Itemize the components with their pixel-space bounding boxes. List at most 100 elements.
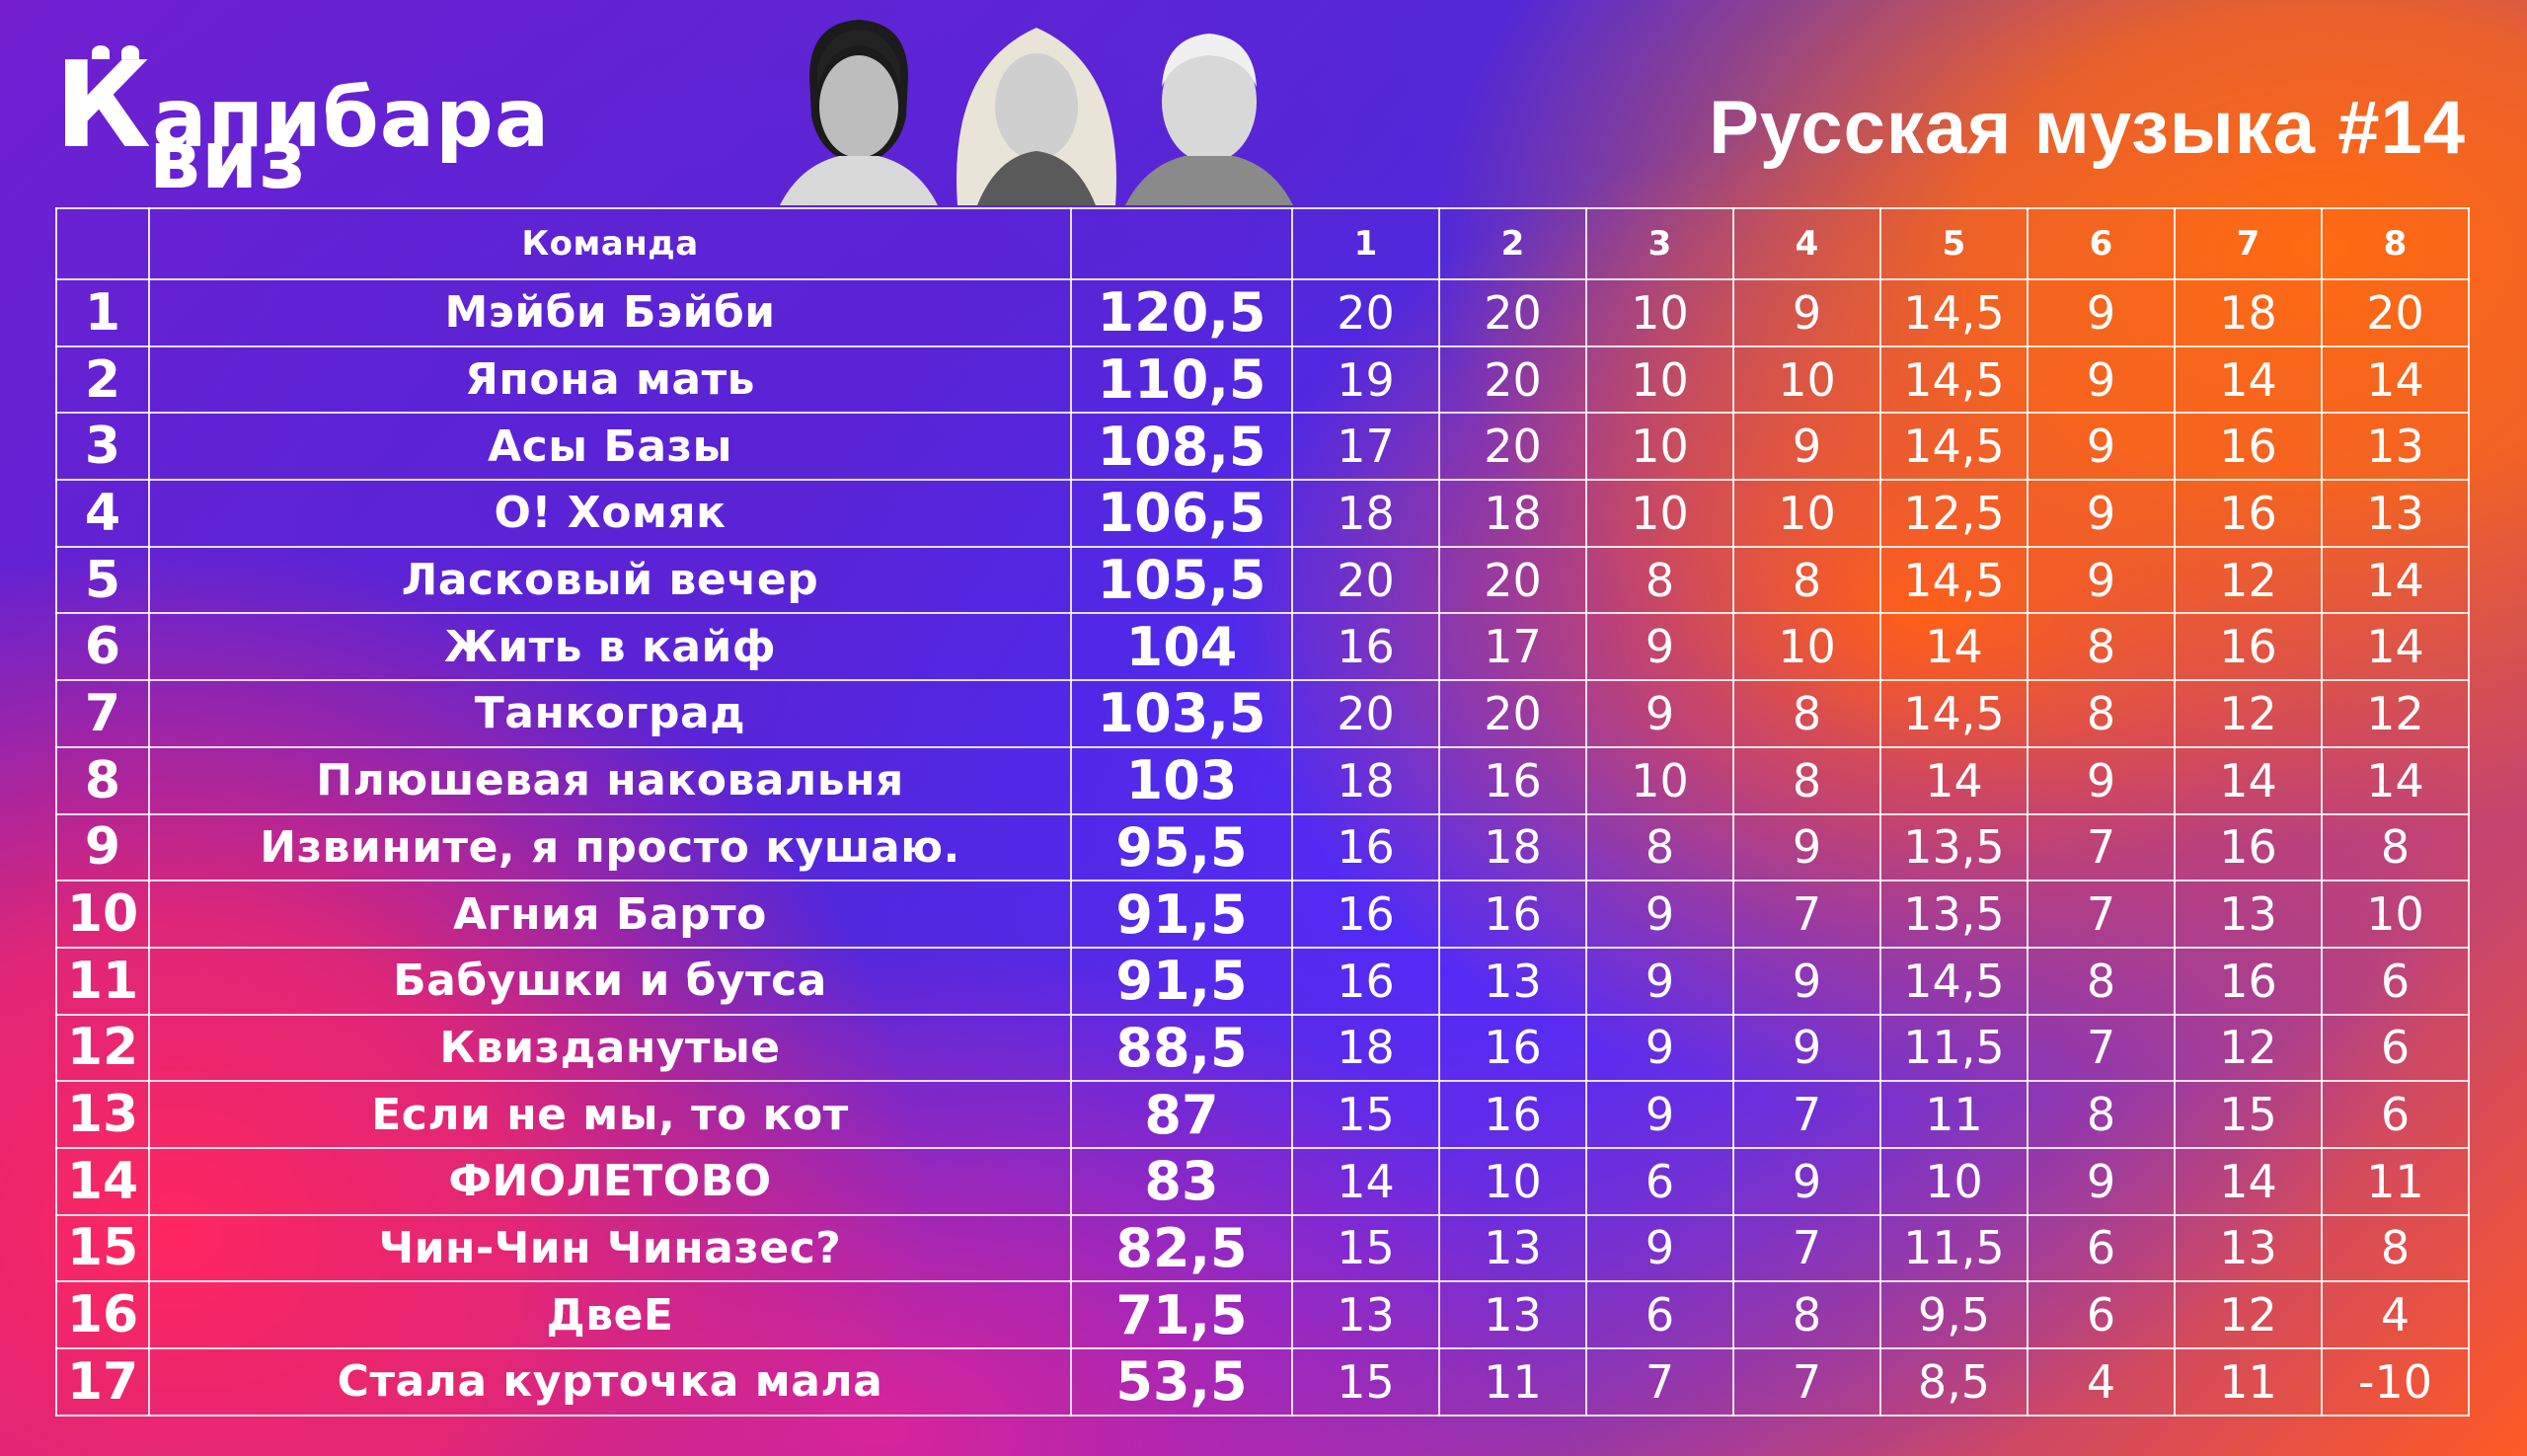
round-3-score-cell: 9 [1585,880,1734,949]
header-round-4: 4 [1732,207,1881,280]
artist-portrait-2 [938,8,1135,205]
round-3-score-cell: 8 [1585,545,1734,615]
round-4-score-cell: 9 [1732,1146,1881,1216]
place-cell: 9 [55,812,150,882]
header-round-7: 7 [2174,207,2323,280]
round-7-score-cell: 14 [2174,1146,2323,1216]
round-2-score-cell: 18 [1438,479,1587,548]
total-score-cell: 95,5 [1070,812,1293,882]
round-4-score-cell: 10 [1732,345,1881,415]
round-7-score-cell: 15 [2174,1080,2323,1149]
round-8-score-cell: 13 [2321,479,2470,548]
round-2-score-cell: 20 [1438,412,1587,482]
round-3-score-cell: 9 [1585,679,1734,748]
round-6-score-cell: 9 [2027,412,2176,482]
round-2-score-cell: 13 [1438,946,1587,1016]
round-3-score-cell: 9 [1585,1213,1734,1283]
round-1-score-cell: 20 [1291,278,1440,347]
table-row: 12 Квизданутые 88,5 18 16 9 9 11,5 7 12 6 [55,1013,2470,1083]
round-2-score-cell: 16 [1438,1080,1587,1149]
round-1-score-cell: 20 [1291,545,1440,615]
place-cell: 10 [55,880,150,949]
total-score-cell: 71,5 [1070,1280,1293,1349]
round-1-score-cell: 16 [1291,880,1440,949]
total-score-cell: 106,5 [1070,479,1293,548]
header-total [1070,207,1293,280]
round-1-score-cell: 16 [1291,812,1440,882]
team-name-cell: Квизданутые [148,1013,1072,1083]
round-1-score-cell: 13 [1291,1280,1440,1349]
team-name-cell: О! Хомяк [148,479,1072,548]
table-row: 16 ДвеЕ 71,5 13 13 6 8 9,5 6 12 4 [55,1280,2470,1349]
round-6-score-cell: 9 [2027,545,2176,615]
place-cell: 4 [55,479,150,548]
round-2-score-cell: 20 [1438,345,1587,415]
round-2-score-cell: 13 [1438,1213,1587,1283]
table-row: 15 Чин-Чин Чиназес? 82,5 15 13 9 7 11,5 6 13 8 [55,1213,2470,1283]
place-cell: 16 [55,1280,150,1349]
round-8-score-cell: 6 [2321,946,2470,1016]
header-place [55,207,150,280]
total-score-cell: 108,5 [1070,412,1293,482]
round-3-score-cell: 10 [1585,345,1734,415]
round-3-score-cell: 9 [1585,1080,1734,1149]
round-5-score-cell: 9,5 [1879,1280,2029,1349]
round-7-score-cell: 12 [2174,679,2323,748]
team-name-cell: Плюшевая наковальня [148,745,1072,815]
team-name-cell: Стала курточка мала [148,1347,1072,1417]
place-cell: 12 [55,1013,150,1083]
round-8-score-cell: 14 [2321,745,2470,815]
header-round-2: 2 [1438,207,1587,280]
round-4-score-cell: 7 [1732,880,1881,949]
round-4-score-cell: 8 [1732,745,1881,815]
total-score-cell: 82,5 [1070,1213,1293,1283]
round-4-score-cell: 10 [1732,612,1881,682]
place-cell: 3 [55,412,150,482]
round-1-score-cell: 16 [1291,612,1440,682]
round-8-score-cell: 14 [2321,612,2470,682]
round-7-score-cell: 16 [2174,479,2323,548]
table-row: 14 ФИОЛЕТОВО 83 14 10 6 9 10 9 14 11 [55,1146,2470,1216]
round-7-score-cell: 13 [2174,1213,2323,1283]
table-row: 17 Стала курточка мала 53,5 15 11 7 7 8,5 4 11 -10 [55,1347,2470,1417]
round-1-score-cell: 15 [1291,1213,1440,1283]
round-2-score-cell: 20 [1438,545,1587,615]
round-4-score-cell: 10 [1732,479,1881,548]
round-7-score-cell: 12 [2174,1013,2323,1083]
place-cell: 14 [55,1146,150,1216]
round-5-score-cell: 14,5 [1879,412,2029,482]
round-7-score-cell: 16 [2174,412,2323,482]
table-row: 3 Асы Базы 108,5 17 20 10 9 14,5 9 16 13 [55,412,2470,482]
header-round-1: 1 [1291,207,1440,280]
team-name-cell: Танкоград [148,679,1072,748]
round-3-score-cell: 10 [1585,745,1734,815]
results-body: 1 Мэйби Бэйби 120,5 20 20 10 9 14,5 9 18 20 2 Япона … [55,278,2470,1417]
round-8-score-cell: 12 [2321,679,2470,748]
total-score-cell: 87 [1070,1080,1293,1149]
round-3-score-cell: 9 [1585,1013,1734,1083]
round-4-score-cell: 7 [1732,1213,1881,1283]
round-7-score-cell: 18 [2174,278,2323,347]
place-cell: 15 [55,1213,150,1283]
team-name-cell: Ласковый вечер [148,545,1072,615]
header-round-8: 8 [2321,207,2470,280]
round-3-score-cell: 9 [1585,612,1734,682]
round-2-score-cell: 16 [1438,1013,1587,1083]
round-7-score-cell: 16 [2174,812,2323,882]
total-score-cell: 104 [1070,612,1293,682]
total-score-cell: 83 [1070,1146,1293,1216]
round-1-score-cell: 18 [1291,1013,1440,1083]
place-cell: 17 [55,1347,150,1417]
round-4-score-cell: 9 [1732,412,1881,482]
round-4-score-cell: 9 [1732,1013,1881,1083]
round-3-score-cell: 6 [1585,1280,1734,1349]
total-score-cell: 103,5 [1070,679,1293,748]
round-8-score-cell: 11 [2321,1146,2470,1216]
round-1-score-cell: 17 [1291,412,1440,482]
table-row: 6 Жить в кайф 104 16 17 9 10 14 8 16 14 [55,612,2470,682]
total-score-cell: 105,5 [1070,545,1293,615]
round-3-score-cell: 8 [1585,812,1734,882]
round-5-score-cell: 14,5 [1879,345,2029,415]
round-3-score-cell: 10 [1585,412,1734,482]
round-4-score-cell: 9 [1732,946,1881,1016]
